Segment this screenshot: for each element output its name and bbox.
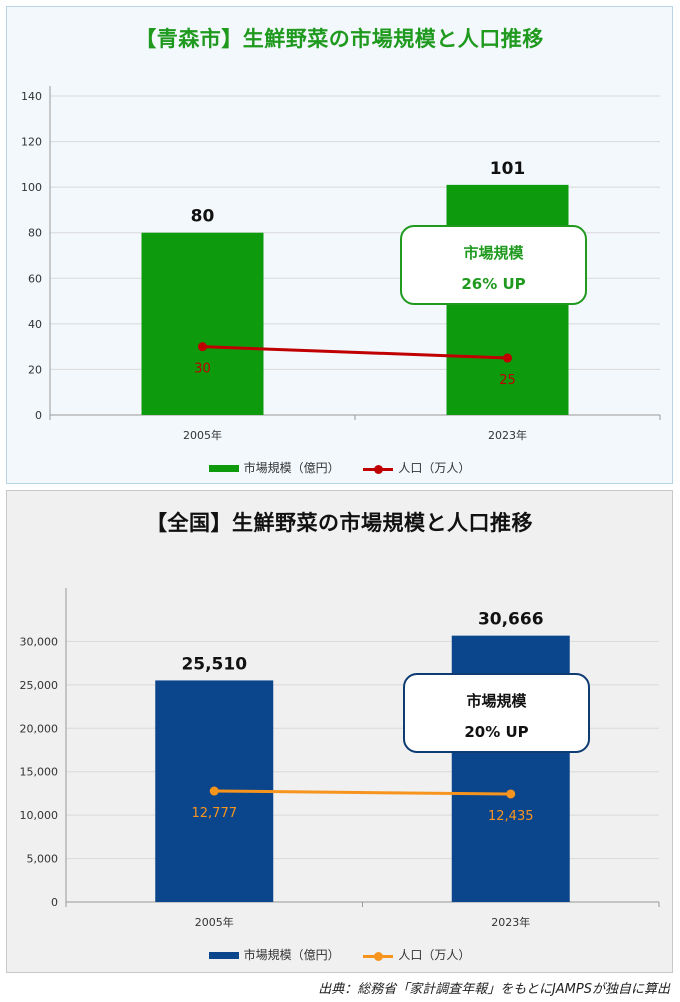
y-tick-label: 25,000 bbox=[20, 679, 59, 692]
y-tick-label: 20,000 bbox=[20, 722, 59, 735]
y-tick-label: 0 bbox=[35, 409, 42, 422]
population-value-label: 12,777 bbox=[192, 806, 238, 821]
callout-label: 市場規模 bbox=[463, 244, 524, 262]
y-tick-label: 120 bbox=[21, 136, 42, 149]
chart-panel-national: 【全国】生鮮野菜の市場規模と人口推移 0 5,000 10,000 15,000 20,… bbox=[6, 490, 673, 973]
y-tick-label: 140 bbox=[21, 90, 42, 103]
chart-legend: 市場規模（億円） 人口（万人） bbox=[7, 946, 672, 963]
bar bbox=[141, 232, 264, 415]
population-point bbox=[503, 353, 512, 363]
legend-label: 市場規模（億円） bbox=[243, 461, 340, 475]
population-point bbox=[209, 786, 219, 796]
legend-swatch-line bbox=[363, 951, 394, 961]
source-note: 出典：総務省「家計調査年報」をもとにJAMPSが独自に算出 bbox=[318, 982, 670, 997]
population-point bbox=[198, 342, 207, 352]
y-tick-label: 15,000 bbox=[20, 766, 59, 779]
callout-value: 20% UP bbox=[464, 723, 529, 741]
y-tick-label: 20 bbox=[28, 363, 42, 376]
x-tick-label: 2023年 bbox=[488, 428, 527, 442]
population-line bbox=[214, 789, 511, 796]
legend-item-population: 人口（万人） bbox=[363, 946, 470, 963]
x-tick-label: 2023年 bbox=[491, 915, 530, 929]
bar-value-label: 101 bbox=[490, 159, 526, 179]
chart-panel-aomori: 【青森市】生鮮野菜の市場規模と人口推移 0 20 40 60 80 100 120 140 20… bbox=[6, 6, 673, 484]
growth-callout: 市場規模 26% UP bbox=[400, 225, 587, 305]
legend-item-market: 市場規模（億円） bbox=[208, 946, 340, 963]
y-tick-label: 30,000 bbox=[20, 635, 59, 648]
population-value-label: 30 bbox=[194, 362, 211, 377]
legend-swatch-bar bbox=[208, 465, 239, 472]
chart-title: 【全国】生鮮野菜の市場規模と人口推移 bbox=[146, 511, 533, 535]
population-point bbox=[506, 789, 516, 799]
chart-title: 【青森市】生鮮野菜の市場規模と人口推移 bbox=[135, 27, 544, 51]
legend-item-market: 市場規模（億円） bbox=[208, 459, 340, 476]
population-value-label: 25 bbox=[499, 373, 516, 388]
x-tick-label: 2005年 bbox=[183, 428, 222, 442]
growth-callout: 市場規模 20% UP bbox=[403, 673, 590, 753]
y-tick-label: 100 bbox=[21, 181, 42, 194]
y-tick-label: 80 bbox=[28, 227, 42, 240]
legend-label: 人口（万人） bbox=[398, 948, 471, 962]
x-tick-label: 2005年 bbox=[195, 915, 234, 929]
bar-value-label: 80 bbox=[191, 207, 215, 227]
legend-label: 市場規模（億円） bbox=[243, 948, 340, 962]
y-tick-label: 40 bbox=[28, 318, 42, 331]
bar-value-label: 30,666 bbox=[478, 610, 544, 630]
y-tick-label: 0 bbox=[51, 896, 58, 909]
legend-swatch-line bbox=[363, 464, 394, 474]
legend-label: 人口（万人） bbox=[398, 461, 471, 475]
legend-item-population: 人口（万人） bbox=[363, 459, 470, 476]
callout-label: 市場規模 bbox=[466, 692, 527, 710]
y-tick-label: 10,000 bbox=[20, 809, 59, 822]
legend-swatch-bar bbox=[208, 952, 239, 959]
bar-value-label: 25,510 bbox=[181, 654, 247, 674]
y-tick-label: 5,000 bbox=[27, 853, 59, 866]
chart-legend: 市場規模（億円） 人口（万人） bbox=[7, 459, 672, 476]
y-tick-label: 60 bbox=[28, 272, 42, 285]
population-line bbox=[202, 345, 508, 360]
population-value-label: 12,435 bbox=[488, 809, 534, 824]
callout-value: 26% UP bbox=[461, 275, 526, 293]
